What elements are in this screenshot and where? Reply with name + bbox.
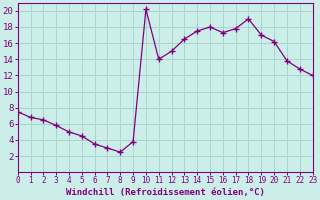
X-axis label: Windchill (Refroidissement éolien,°C): Windchill (Refroidissement éolien,°C) (66, 188, 265, 197)
